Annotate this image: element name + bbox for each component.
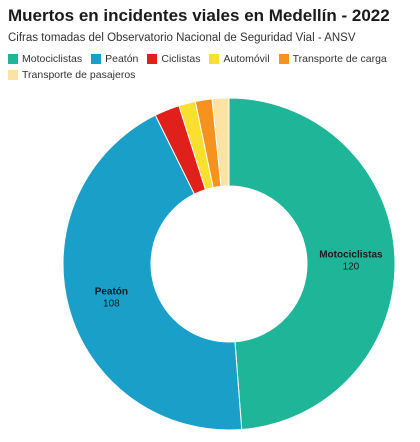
- legend-swatch: [278, 54, 289, 64]
- legend-swatch: [147, 54, 158, 64]
- legend-label: Transporte de carga: [292, 53, 387, 65]
- legend-label: Ciclistas: [161, 53, 201, 65]
- slice-label: Peatón: [95, 286, 128, 297]
- legend-swatch: [8, 54, 18, 64]
- legend-item: Transporte de carga: [278, 52, 387, 66]
- slice-value: 108: [103, 298, 120, 309]
- legend-item: Motociclistas: [8, 52, 82, 66]
- slice-value: 120: [343, 261, 360, 272]
- legend-item: Transporte de pasajeros: [8, 68, 135, 82]
- legend-swatch: [209, 54, 220, 64]
- donut-slice: [228, 97, 396, 431]
- legend-label: Peatón: [105, 53, 139, 65]
- legend-swatch: [91, 54, 102, 64]
- legend-label: Automóvil: [223, 53, 270, 65]
- chart-title: Muertos en incidentes viales en Medellín…: [8, 6, 390, 25]
- legend-label: Transporte de pasajeros: [22, 69, 136, 81]
- donut-slice: [62, 114, 243, 431]
- legend-item: Automóvil: [209, 52, 270, 66]
- slice-label: Motociclistas: [319, 249, 383, 260]
- donut-slice: [211, 97, 230, 187]
- legend-label: Motociclistas: [22, 53, 83, 65]
- legend-swatch: [8, 70, 18, 80]
- chart-legend: Motociclistas Peatón Ciclistas Automóvil Tra…: [8, 52, 408, 84]
- legend-item: Peatón: [91, 52, 138, 66]
- chart-subtitle: Cifras tomadas del Observatorio Nacional…: [8, 32, 356, 44]
- legend-item: Ciclistas: [147, 52, 200, 66]
